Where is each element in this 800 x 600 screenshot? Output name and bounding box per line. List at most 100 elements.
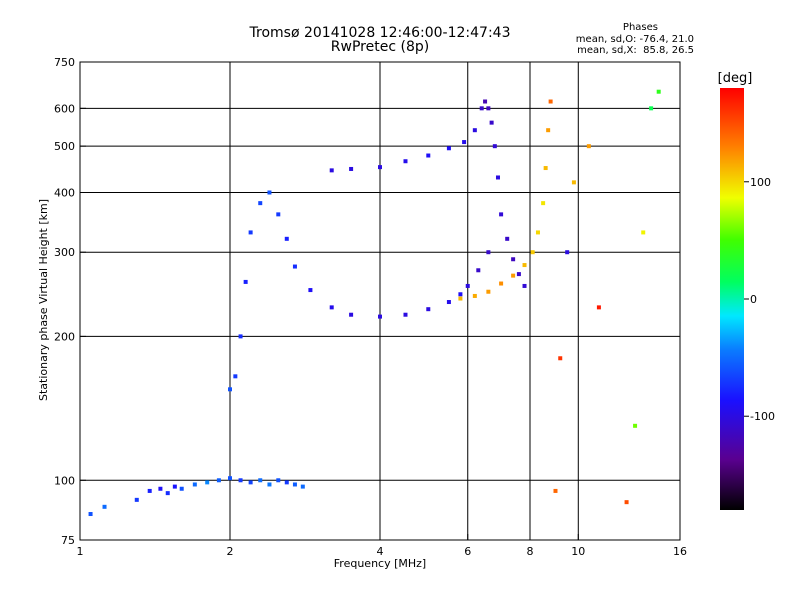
data-point [426,307,431,312]
data-point [486,250,491,255]
data-point [284,236,289,241]
y-tick-label: 400 [54,186,75,199]
data-point [596,305,601,310]
data-point [292,264,297,269]
colorbar-ticks: 100 0 -100 [744,176,775,423]
data-point [308,288,313,293]
colorbar-tick-label: -100 [750,410,775,423]
data-point [179,486,184,491]
data-point [489,120,494,125]
data-point [258,478,263,483]
data-point [258,201,263,206]
x-tick-label: 10 [571,545,585,558]
y-tick-label: 750 [54,56,75,69]
data-point [472,293,477,298]
data-point [446,146,451,151]
phase-legend-x: mean, sd,X: 85.8, 26.5 [577,45,694,56]
x-tick-label: 1 [77,545,84,558]
data-point [633,423,638,428]
data-point [462,140,467,145]
data-point [553,488,558,493]
data-point [238,334,243,339]
chart-title: Tromsø 20141028 12:46:00-12:47:43 [249,25,511,41]
chart-subtitle: RwPretec (8p) [330,39,430,55]
data-point [426,153,431,158]
data-point [165,491,170,496]
data-point [565,250,570,255]
data-point [228,387,232,392]
y-tick-label: 100 [54,474,75,487]
data-point [558,356,563,361]
phase-legend-title: Phases [622,22,658,33]
data-point [248,230,253,235]
data-point [516,272,521,277]
data-point [248,480,253,485]
data-point [267,190,272,195]
x-tick-label: 2 [227,545,234,558]
data-point [499,281,504,286]
data-point [158,486,163,491]
y-axis-label: Stationary phase Virtual Height [km] [37,199,50,401]
data-point [403,312,408,317]
data-point [571,180,576,185]
data-point [522,263,527,268]
data-point [243,279,248,284]
data-point [276,478,281,483]
data-point [486,106,491,111]
data-point [172,484,177,489]
data-point [458,292,463,297]
colorbar-tick-label: 0 [750,293,757,306]
y-tick-label: 500 [54,140,75,153]
colorbar-unit-label: [deg] [718,71,753,86]
x-axis-ticks: 1 2 4 6 8 10 16 [77,534,687,558]
data-point [624,500,629,505]
y-axis-ticks: 75 100 200 300 400 500 600 750 [54,56,86,547]
data-points [88,89,661,517]
y-tick-label: 300 [54,246,75,259]
data-point [492,144,497,149]
y-tick-label: 600 [54,102,75,115]
data-point [216,478,221,483]
data-point [403,159,408,164]
data-point [228,476,232,481]
data-point [147,488,152,493]
data-point [329,168,334,173]
data-point [546,128,551,133]
data-point [486,289,491,294]
colorbar [720,88,744,510]
data-point [511,257,516,262]
phase-legend-o: mean, sd,O: -76.4, 21.0 [575,34,694,45]
data-point [656,89,661,94]
data-point [300,484,305,489]
data-point [505,236,510,241]
data-point [329,305,334,310]
colorbar-tick-label: 100 [750,176,771,189]
data-point [349,166,354,171]
x-tick-label: 6 [464,545,471,558]
data-point [530,250,535,255]
data-point [233,374,238,379]
data-point [192,482,197,487]
data-point [276,212,281,217]
x-axis-label: Frequency [MHz] [334,557,426,570]
data-point [479,106,484,111]
data-point [349,312,354,317]
x-tick-label: 16 [673,545,687,558]
data-point [522,283,527,288]
data-point [378,165,382,170]
data-point [472,128,477,133]
data-point [134,497,139,502]
data-point [238,478,243,483]
data-point [476,268,481,273]
data-point [205,480,210,485]
data-point [511,273,516,278]
data-point [465,283,470,288]
data-point [641,230,646,235]
data-point [541,201,546,206]
data-point [267,482,272,487]
data-point [499,212,504,217]
data-point [548,99,553,104]
data-point [543,166,548,171]
x-tick-label: 4 [377,545,384,558]
data-point [586,144,591,149]
